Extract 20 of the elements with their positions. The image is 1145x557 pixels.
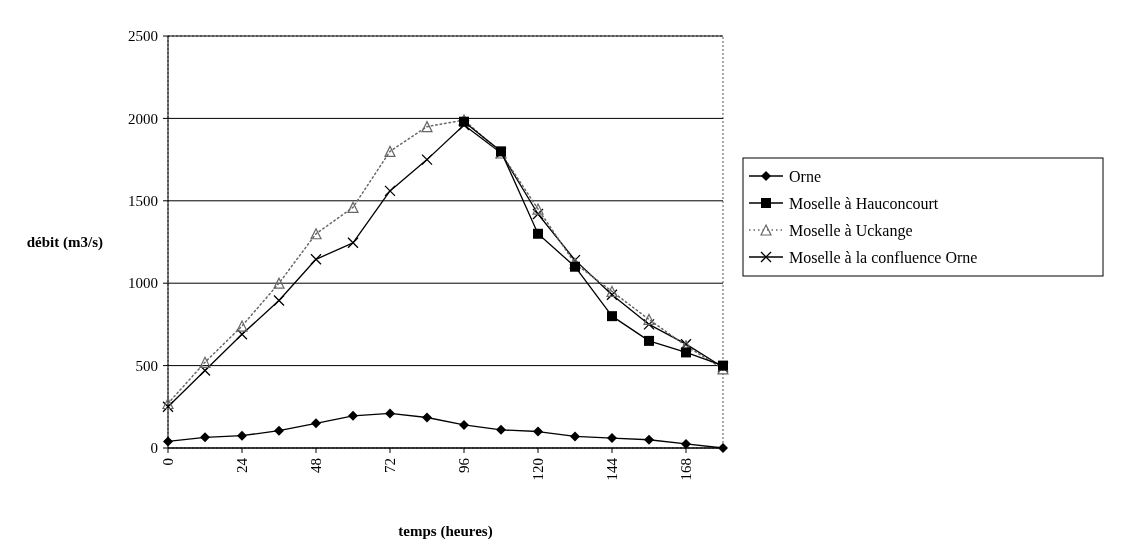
x-tick-label: 120 xyxy=(530,458,547,481)
x-tick-label: 72 xyxy=(382,458,399,473)
x-tick-label: 0 xyxy=(160,458,177,466)
x-axis-title: temps (heures) xyxy=(398,523,493,540)
y-tick-label: 1500 xyxy=(128,193,158,210)
x-tick-label: 96 xyxy=(456,457,473,473)
x-tick-label: 168 xyxy=(678,458,695,481)
y-axis-title: débit (m3/s) xyxy=(26,234,103,252)
legend-label: Orne xyxy=(789,167,821,185)
legend-label: Moselle à la confluence Orne xyxy=(789,248,978,266)
x-tick-label: 48 xyxy=(308,458,325,473)
y-tick-label: 2500 xyxy=(128,28,158,45)
x-tick-label: 144 xyxy=(604,457,621,481)
y-tick-label: 0 xyxy=(150,440,158,457)
y-tick-label: 2000 xyxy=(128,110,158,127)
legend-label: Moselle à Hauconcourt xyxy=(789,194,939,212)
legend-label: Moselle à Uckange xyxy=(789,221,913,240)
y-tick-label: 1000 xyxy=(128,275,158,292)
x-tick-label: 24 xyxy=(234,457,251,473)
y-tick-label: 500 xyxy=(135,357,158,374)
